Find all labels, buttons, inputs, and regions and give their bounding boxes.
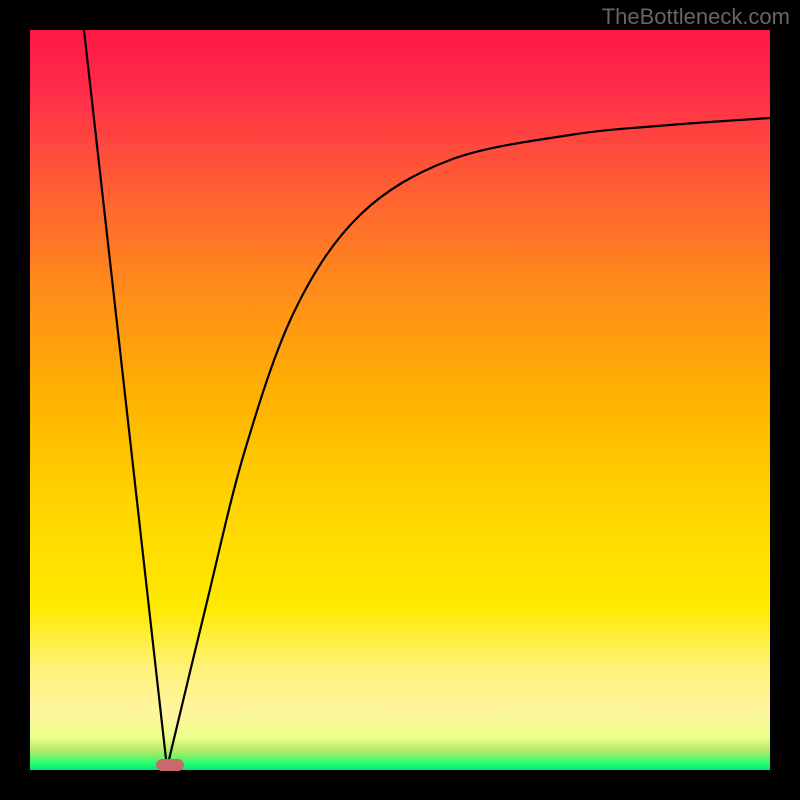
chart-container: TheBottleneck.com [0,0,800,800]
bottleneck-curve [30,30,770,770]
watermark-text: TheBottleneck.com [602,4,790,30]
plot-area [30,30,770,770]
optimal-marker [156,759,184,771]
